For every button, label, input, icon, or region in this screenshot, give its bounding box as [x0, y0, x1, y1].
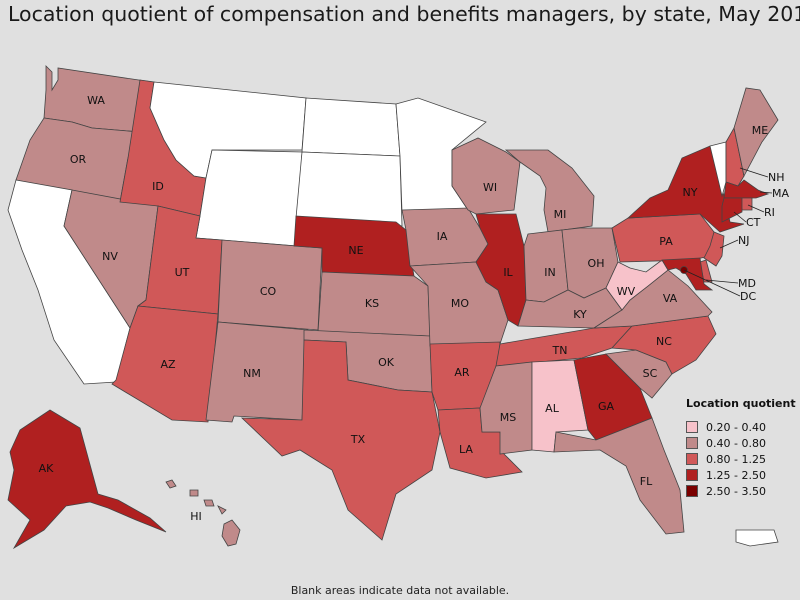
state-label-nh: NH	[768, 171, 785, 184]
state-wv[interactable]	[605, 259, 669, 311]
state-label-oh: OH	[588, 257, 605, 270]
state-label-il: IL	[503, 266, 513, 279]
state-fl[interactable]	[553, 417, 685, 535]
legend-item: 0.80 - 1.25	[686, 451, 796, 467]
state-label-wi: WI	[483, 181, 497, 194]
state-label-wa: WA	[87, 94, 105, 107]
legend-item: 1.25 - 2.50	[686, 467, 796, 483]
state-label-ar: AR	[454, 366, 470, 379]
legend-swatch	[686, 469, 698, 481]
state-nh[interactable]	[725, 126, 745, 187]
state-label-ma: MA	[772, 187, 789, 200]
state-label-al: AL	[545, 402, 560, 415]
legend-label: 1.25 - 2.50	[706, 468, 766, 482]
state-label-ks: KS	[365, 297, 379, 310]
legend-label: 0.20 - 0.40	[706, 420, 766, 434]
state-label-or: OR	[70, 153, 87, 166]
legend-item: 2.50 - 3.50	[686, 483, 796, 499]
state-me[interactable]	[733, 87, 779, 178]
state-label-ms: MS	[500, 411, 516, 424]
legend-swatch	[686, 485, 698, 497]
state-label-ct: CT	[746, 216, 761, 229]
state-label-pa: PA	[659, 235, 673, 248]
state-label-ri: RI	[764, 206, 775, 219]
map-title: Location quotient of compensation and be…	[8, 2, 800, 26]
state-label-nj: NJ	[738, 234, 749, 247]
state-label-ut: UT	[175, 266, 190, 279]
state-label-ga: GA	[598, 400, 615, 413]
state-il[interactable]	[475, 213, 527, 327]
state-tx[interactable]	[240, 339, 441, 541]
legend: Location quotient 0.20 - 0.40 0.40 - 0.8…	[686, 397, 796, 499]
state-label-md: MD	[738, 277, 756, 290]
legend-title: Location quotient	[686, 397, 796, 410]
state-ak[interactable]	[7, 409, 167, 550]
state-label-va: VA	[663, 292, 678, 305]
state-label-ia: IA	[437, 230, 448, 243]
state-label-mi: MI	[554, 208, 567, 221]
state-label-in: IN	[544, 266, 555, 279]
state-hi[interactable]	[165, 479, 241, 547]
state-label-co: CO	[260, 285, 277, 298]
state-sd[interactable]	[295, 151, 403, 227]
state-label-wv: WV	[617, 285, 636, 298]
legend-label: 0.80 - 1.25	[706, 452, 766, 466]
state-label-nv: NV	[102, 250, 118, 263]
legend-swatch	[686, 453, 698, 465]
legend-item: 0.40 - 0.80	[686, 435, 796, 451]
state-label-me: ME	[752, 124, 768, 137]
footnote: Blank areas indicate data not available.	[290, 584, 510, 597]
legend-label: 2.50 - 3.50	[706, 484, 766, 498]
state-label-ak: AK	[39, 462, 55, 475]
state-label-nc: NC	[656, 335, 672, 348]
legend-item: 0.20 - 0.40	[686, 419, 796, 435]
legend-label: 0.40 - 0.80	[706, 436, 766, 450]
state-label-id: ID	[152, 180, 164, 193]
state-label-la: LA	[459, 443, 473, 456]
state-label-sc: SC	[643, 367, 658, 380]
state-label-ne: NE	[348, 244, 363, 257]
state-az[interactable]	[111, 305, 219, 423]
state-label-tn: TN	[552, 344, 568, 357]
state-pr[interactable]	[735, 529, 779, 547]
state-label-ky: KY	[573, 308, 587, 321]
legend-swatch	[686, 421, 698, 433]
state-nj[interactable]	[703, 231, 725, 267]
state-md[interactable]	[661, 257, 714, 291]
state-nd[interactable]	[301, 97, 401, 157]
state-wi[interactable]	[451, 137, 521, 215]
state-label-fl: FL	[640, 475, 653, 488]
state-label-ok: OK	[378, 356, 395, 369]
state-wy[interactable]	[195, 149, 303, 247]
state-label-ny: NY	[683, 186, 698, 199]
state-label-hi: HI	[190, 510, 202, 523]
state-label-tx: TX	[350, 433, 366, 446]
callout-leaders	[683, 167, 773, 297]
legend-swatch	[686, 437, 698, 449]
state-label-az: AZ	[160, 358, 176, 371]
state-label-mo: MO	[451, 297, 469, 310]
state-ct[interactable]	[721, 197, 743, 223]
state-label-dc: DC	[740, 290, 756, 303]
state-label-nm: NM	[243, 367, 261, 380]
